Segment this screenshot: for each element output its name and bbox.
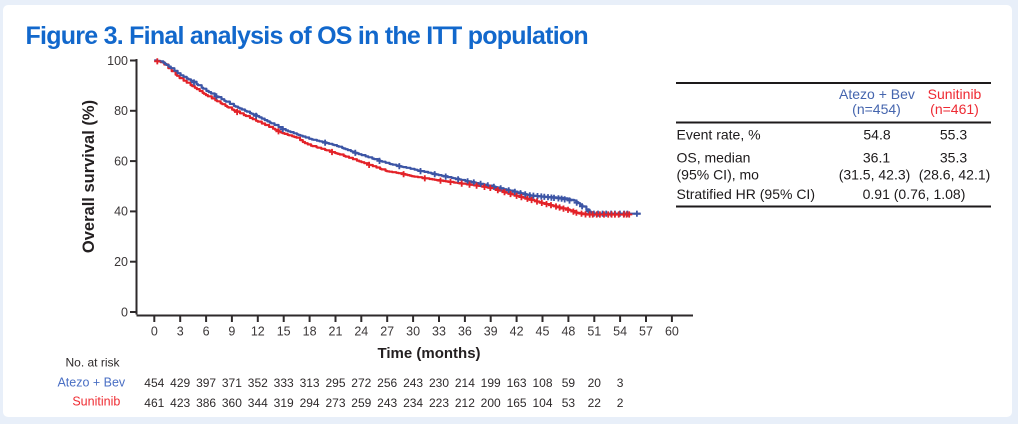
svg-text:243: 243 bbox=[377, 396, 397, 410]
svg-text:199: 199 bbox=[481, 376, 501, 390]
svg-text:397: 397 bbox=[196, 376, 216, 390]
svg-text:Overall survival (%): Overall survival (%) bbox=[80, 100, 98, 253]
svg-text:27: 27 bbox=[380, 325, 394, 339]
svg-text:371: 371 bbox=[222, 376, 242, 390]
svg-text:Event rate, %: Event rate, % bbox=[677, 127, 761, 143]
svg-text:108: 108 bbox=[532, 376, 552, 390]
svg-text:272: 272 bbox=[351, 376, 371, 390]
svg-text:100: 100 bbox=[107, 54, 128, 68]
svg-text:21: 21 bbox=[329, 325, 343, 339]
svg-text:53: 53 bbox=[562, 396, 576, 410]
svg-text:Time (months): Time (months) bbox=[377, 345, 480, 362]
svg-text:234: 234 bbox=[403, 396, 423, 410]
svg-text:165: 165 bbox=[507, 396, 527, 410]
svg-text:OS, median: OS, median bbox=[677, 149, 751, 165]
svg-text:30: 30 bbox=[406, 325, 420, 339]
svg-text:35.3: 35.3 bbox=[940, 149, 967, 165]
svg-text:295: 295 bbox=[325, 376, 345, 390]
svg-text:22: 22 bbox=[588, 396, 602, 410]
svg-text:42: 42 bbox=[510, 325, 524, 339]
svg-text:(n=454): (n=454) bbox=[852, 101, 901, 117]
svg-text:57: 57 bbox=[639, 325, 653, 339]
svg-text:20: 20 bbox=[114, 255, 128, 269]
svg-text:55.3: 55.3 bbox=[940, 127, 967, 143]
svg-text:(31.5, 42.3): (31.5, 42.3) bbox=[839, 166, 911, 182]
svg-text:Sunitinib: Sunitinib bbox=[928, 86, 982, 102]
svg-text:344: 344 bbox=[248, 396, 268, 410]
svg-text:33: 33 bbox=[432, 325, 446, 339]
svg-text:429: 429 bbox=[170, 376, 190, 390]
svg-text:45: 45 bbox=[536, 325, 550, 339]
svg-text:36: 36 bbox=[458, 325, 472, 339]
svg-text:333: 333 bbox=[274, 376, 294, 390]
svg-text:80: 80 bbox=[114, 104, 128, 118]
svg-text:12: 12 bbox=[251, 325, 265, 339]
svg-text:319: 319 bbox=[274, 396, 294, 410]
svg-text:6: 6 bbox=[203, 325, 210, 339]
svg-text:18: 18 bbox=[303, 325, 317, 339]
svg-text:51: 51 bbox=[587, 325, 601, 339]
svg-text:223: 223 bbox=[429, 396, 449, 410]
svg-text:200: 200 bbox=[481, 396, 501, 410]
svg-text:2: 2 bbox=[617, 396, 624, 410]
svg-text:461: 461 bbox=[144, 396, 164, 410]
svg-text:0: 0 bbox=[121, 305, 128, 319]
svg-text:9: 9 bbox=[228, 325, 235, 339]
svg-text:60: 60 bbox=[665, 325, 679, 339]
svg-text:48: 48 bbox=[561, 325, 575, 339]
svg-text:39: 39 bbox=[484, 325, 498, 339]
svg-text:54: 54 bbox=[613, 325, 627, 339]
svg-text:60: 60 bbox=[114, 154, 128, 168]
svg-text:352: 352 bbox=[248, 376, 268, 390]
svg-text:243: 243 bbox=[403, 376, 423, 390]
svg-text:36.1: 36.1 bbox=[863, 149, 890, 165]
svg-text:59: 59 bbox=[562, 376, 576, 390]
svg-text:256: 256 bbox=[377, 376, 397, 390]
svg-text:294: 294 bbox=[300, 396, 320, 410]
svg-text:214: 214 bbox=[455, 376, 475, 390]
svg-text:3: 3 bbox=[617, 376, 624, 390]
svg-text:3: 3 bbox=[177, 325, 184, 339]
svg-text:40: 40 bbox=[114, 205, 128, 219]
svg-text:24: 24 bbox=[354, 325, 368, 339]
svg-text:Atezo + Bev: Atezo + Bev bbox=[57, 376, 125, 390]
svg-text:20: 20 bbox=[588, 376, 602, 390]
svg-text:259: 259 bbox=[351, 396, 371, 410]
svg-text:(n=461): (n=461) bbox=[930, 101, 979, 117]
svg-text:386: 386 bbox=[196, 396, 216, 410]
svg-text:Stratified HR (95% CI): Stratified HR (95% CI) bbox=[677, 186, 815, 202]
svg-text:273: 273 bbox=[325, 396, 345, 410]
svg-text:454: 454 bbox=[144, 376, 164, 390]
svg-text:54.8: 54.8 bbox=[863, 127, 890, 143]
svg-text:No. at risk: No. at risk bbox=[66, 356, 121, 370]
svg-text:423: 423 bbox=[170, 396, 190, 410]
svg-text:230: 230 bbox=[429, 376, 449, 390]
svg-text:(28.6, 42.1): (28.6, 42.1) bbox=[919, 166, 991, 182]
svg-text:212: 212 bbox=[455, 396, 475, 410]
svg-text:360: 360 bbox=[222, 396, 242, 410]
svg-text:(95% CI), mo: (95% CI), mo bbox=[677, 166, 760, 182]
svg-text:163: 163 bbox=[507, 376, 527, 390]
svg-text:0.91 (0.76, 1.08): 0.91 (0.76, 1.08) bbox=[863, 186, 966, 202]
svg-text:15: 15 bbox=[277, 325, 291, 339]
svg-text:0: 0 bbox=[151, 325, 158, 339]
svg-text:104: 104 bbox=[532, 396, 552, 410]
svg-text:313: 313 bbox=[300, 376, 320, 390]
svg-text:Sunitinib: Sunitinib bbox=[72, 394, 120, 408]
svg-text:Atezo + Bev: Atezo + Bev bbox=[839, 86, 915, 102]
